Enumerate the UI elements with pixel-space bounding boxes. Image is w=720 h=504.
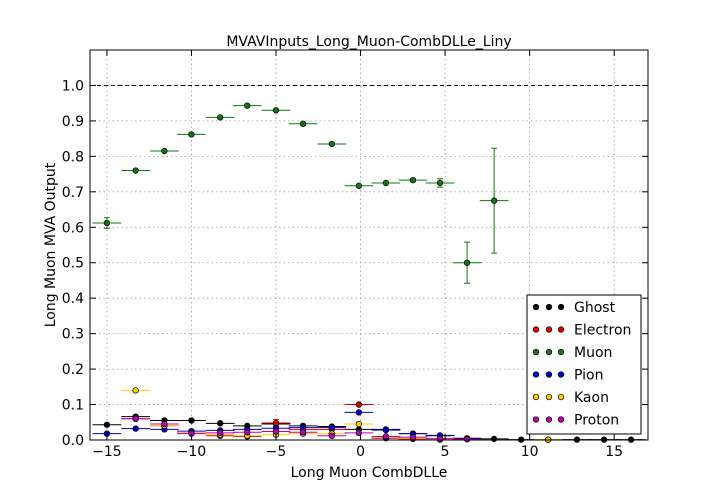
legend-label-kaon: Kaon [574, 390, 609, 406]
electron-point [272, 419, 280, 427]
muon-point [103, 219, 111, 227]
proton-point [161, 420, 168, 428]
pion-point [382, 426, 390, 434]
legend-marker-kaon [557, 393, 565, 401]
y-tick-label: 0.8 [62, 149, 84, 165]
legend-marker-electron [557, 326, 565, 333]
x-tick-label: −10 [177, 444, 207, 460]
kaon-point [355, 420, 363, 428]
legend-marker-pion [557, 371, 565, 378]
muon-point [355, 182, 363, 189]
legend-marker-electron [532, 326, 540, 333]
proton-point [463, 436, 471, 443]
legend-label-muon: Muon [574, 345, 612, 361]
y-tick-label: 0.2 [62, 362, 84, 378]
proton-point [299, 429, 307, 436]
muon-point [409, 176, 417, 184]
electron-point [355, 401, 363, 408]
muon-point [382, 179, 390, 187]
kaon-point [132, 387, 139, 394]
legend-marker-muon [557, 348, 565, 356]
muon-point [272, 107, 280, 114]
series-muon [92, 102, 509, 284]
legend-marker-electron [545, 326, 553, 333]
proton-point [436, 435, 444, 442]
pion-point [132, 425, 139, 432]
y-tick-label: 0.3 [62, 327, 84, 343]
x-tick-label: 5 [441, 444, 450, 460]
x-tick-label: 10 [521, 444, 539, 460]
muon-point [436, 179, 444, 187]
series-layer [92, 102, 646, 443]
muon-point [217, 114, 224, 121]
pion-point [328, 424, 335, 431]
proton-point [328, 432, 335, 439]
muon-point [328, 140, 335, 148]
muon-point [161, 147, 168, 155]
muon-point [463, 259, 471, 266]
legend-marker-pion [532, 371, 540, 378]
x-tick-label: −5 [266, 444, 287, 460]
y-tick-label: 0.6 [62, 220, 84, 236]
muon-point [244, 102, 251, 109]
y-tick-label: 0.0 [62, 433, 84, 449]
legend-marker-muon [532, 348, 540, 356]
ghost-point [188, 417, 195, 424]
y-axis-label: Long Muon MVA Output [43, 162, 59, 327]
ghost-point [490, 435, 498, 443]
proton-point [409, 434, 417, 441]
legend-marker-pion [545, 371, 553, 378]
legend-marker-ghost [557, 303, 565, 311]
plot-frame [89, 49, 649, 441]
y-tick-label: 0.5 [62, 256, 84, 272]
x-tick-label: 15 [605, 444, 623, 460]
y-tick-label: 0.4 [62, 291, 84, 307]
proton-point [244, 429, 251, 436]
x-tick-label: −15 [92, 444, 122, 460]
muon-point [490, 197, 498, 204]
legend-marker-proton [557, 416, 565, 423]
ghost-point [217, 420, 224, 427]
muon-point [132, 167, 139, 174]
legend-marker-ghost [545, 303, 553, 311]
legend-marker-proton [545, 416, 553, 423]
legend-marker-kaon [532, 393, 540, 401]
axis-ticks: −15 −10 −5 0 5 10 15 0.0 0.1 0.2 0.3 0.4 0.5 0.6 0.7 0.… [62, 50, 648, 460]
legend-label-proton: Proton [574, 413, 619, 429]
legend-label-electron: Electron [574, 323, 631, 339]
y-tick-label: 0.9 [62, 114, 84, 130]
ghost-point [103, 421, 111, 428]
legend-marker-proton [532, 416, 540, 423]
proton-point [217, 429, 224, 437]
proton-point [132, 415, 139, 422]
chart-title: MVAVInputs_Long_Muon-CombDLLe_Liny [226, 34, 511, 50]
y-tick-label: 0.7 [62, 185, 84, 201]
proton-point [382, 433, 390, 440]
legend-marker-ghost [532, 303, 540, 311]
legend: Ghost Electron Muon Pion Kaon Proton [526, 294, 642, 435]
proton-point [272, 428, 280, 435]
legend-label-ghost: Ghost [574, 300, 616, 316]
legend-marker-kaon [545, 393, 553, 401]
series-proton [121, 415, 482, 443]
y-tick-label: 1.0 [62, 78, 84, 94]
y-tick-label: 0.1 [62, 398, 84, 414]
legend-marker-muon [545, 348, 553, 356]
muon-point [299, 120, 307, 127]
pion-point [355, 409, 363, 416]
legend-label-pion: Pion [574, 368, 603, 384]
x-axis-label: Long Muon CombDLLe [291, 465, 448, 481]
muon-point [188, 131, 195, 138]
legend-box [526, 294, 642, 435]
x-tick-label: 0 [356, 444, 365, 460]
